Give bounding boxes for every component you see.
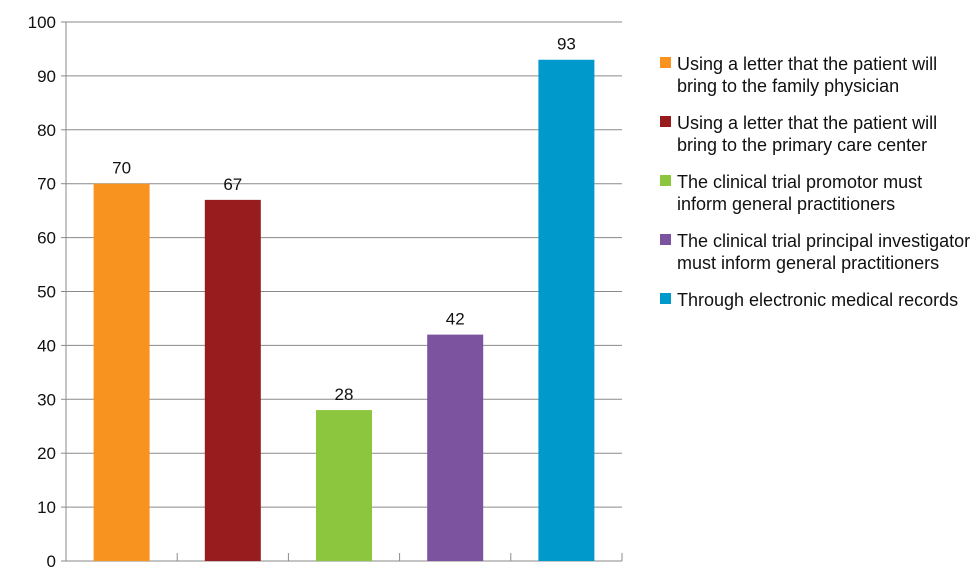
legend-label: The clinical trial principal investigato… [677, 231, 971, 273]
y-tick-label: 10 [37, 498, 56, 517]
y-tick-label: 100 [28, 13, 56, 32]
bar [316, 410, 372, 561]
bar [93, 183, 150, 561]
legend-label: Through electronic medical records [677, 290, 959, 310]
y-tick-label: 40 [37, 336, 56, 355]
y-tick-label: 30 [37, 390, 56, 409]
bar-value-label: 42 [446, 310, 465, 329]
legend-item: The clinical trial promotor must inform … [660, 171, 972, 215]
y-tick-label: 60 [37, 229, 56, 248]
legend-label: The clinical trial promotor must inform … [677, 172, 923, 214]
data-labels: 70 67 28 42 93 [112, 35, 576, 404]
y-tick-label: 0 [47, 552, 56, 567]
y-tick-label: 50 [37, 283, 56, 302]
bars [93, 59, 595, 561]
legend-label: Using a letter that the patient will bri… [677, 113, 938, 155]
y-tick-label: 20 [37, 444, 56, 463]
legend-item: Using a letter that the patient will bri… [660, 112, 972, 156]
legend: Using a letter that the patient will bri… [660, 53, 972, 326]
bar-value-label: 93 [557, 35, 576, 54]
legend-swatch [660, 175, 671, 186]
legend-swatch [660, 293, 671, 304]
bar-value-label: 67 [223, 175, 242, 194]
legend-swatch [660, 116, 671, 127]
y-tick-label: 80 [37, 121, 56, 140]
legend-item: Through electronic medical records [660, 289, 972, 311]
y-tick-label: 70 [37, 175, 56, 194]
legend-item: The clinical trial principal investigato… [660, 230, 972, 274]
bar [204, 199, 261, 561]
legend-swatch [660, 57, 671, 68]
legend-item: Using a letter that the patient will bri… [660, 53, 972, 97]
bar-value-label: 70 [112, 159, 131, 178]
y-tick-label: 90 [37, 67, 56, 86]
legend-swatch [660, 234, 671, 245]
legend-label: Using a letter that the patient will bri… [677, 54, 938, 96]
bar-value-label: 28 [335, 385, 354, 404]
bar [538, 59, 595, 561]
y-axis-ticks: 0 10 20 30 40 50 60 70 80 90 100 [28, 13, 56, 567]
bar [427, 334, 484, 561]
bar-chart: 0 10 20 30 40 50 60 70 80 90 100 70 67 28 42 93 [28, 13, 623, 567]
